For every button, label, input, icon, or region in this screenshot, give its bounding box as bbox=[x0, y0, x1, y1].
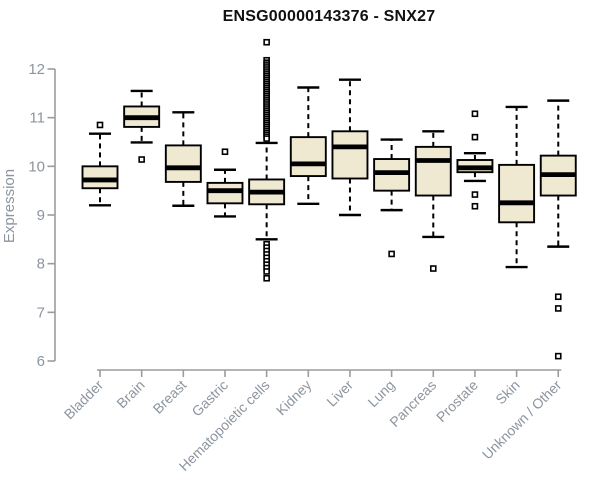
box-kidney bbox=[289, 136, 327, 178]
outlier-hematopoietic-cells bbox=[263, 38, 270, 46]
outlier-unknown-other bbox=[554, 293, 562, 301]
box-gastric bbox=[206, 181, 244, 205]
x-tick-label-kidney: Kidney bbox=[273, 377, 315, 419]
y-tick-label: 11 bbox=[29, 110, 45, 127]
outlier-prostate bbox=[471, 110, 479, 118]
x-tick-label-skin: Skin bbox=[492, 377, 523, 408]
y-tick-label: 10 bbox=[28, 158, 45, 175]
outlier-hematopoietic-cells bbox=[263, 274, 270, 282]
outlier-prostate bbox=[471, 202, 479, 210]
outlier-prostate bbox=[471, 191, 479, 198]
box-liver bbox=[331, 130, 369, 180]
box-pancreas bbox=[414, 145, 452, 197]
outlier-gastric bbox=[221, 148, 229, 156]
outlier-bladder bbox=[96, 121, 104, 129]
y-tick-label: 8 bbox=[37, 256, 45, 273]
outlier-unknown-other bbox=[554, 305, 562, 312]
x-tick-label-bladder: Bladder bbox=[61, 377, 107, 423]
x-tick-label-liver: Liver bbox=[323, 377, 356, 410]
outlier-prostate bbox=[471, 133, 479, 141]
y-axis-label: Expression bbox=[1, 168, 18, 244]
x-tick-label-prostate: Prostate bbox=[433, 377, 481, 425]
x-tick-label-brain: Brain bbox=[113, 377, 147, 411]
box-bladder bbox=[81, 165, 119, 190]
outlier-lung bbox=[388, 250, 395, 258]
outlier-brain bbox=[138, 156, 145, 163]
y-tick-label: 9 bbox=[37, 207, 45, 224]
outlier-hematopoietic-cells bbox=[263, 268, 270, 275]
outlier-pancreas bbox=[429, 265, 437, 272]
y-tick-label: 12 bbox=[28, 61, 45, 78]
chart-title: ENSG00000143376 - SNX27 bbox=[222, 8, 436, 25]
outlier-unknown-other bbox=[554, 352, 562, 360]
box-skin bbox=[498, 163, 536, 224]
outlier-hematopoietic-cells bbox=[263, 135, 270, 142]
box-breast bbox=[164, 144, 202, 183]
y-tick-label: 7 bbox=[37, 304, 45, 321]
x-tick-label-lung: Lung bbox=[364, 377, 397, 410]
y-tick-label: 6 bbox=[37, 353, 45, 370]
x-tick-label-unknown-other: Unknown / Other bbox=[479, 377, 565, 463]
x-tick-label-breast: Breast bbox=[150, 377, 190, 417]
